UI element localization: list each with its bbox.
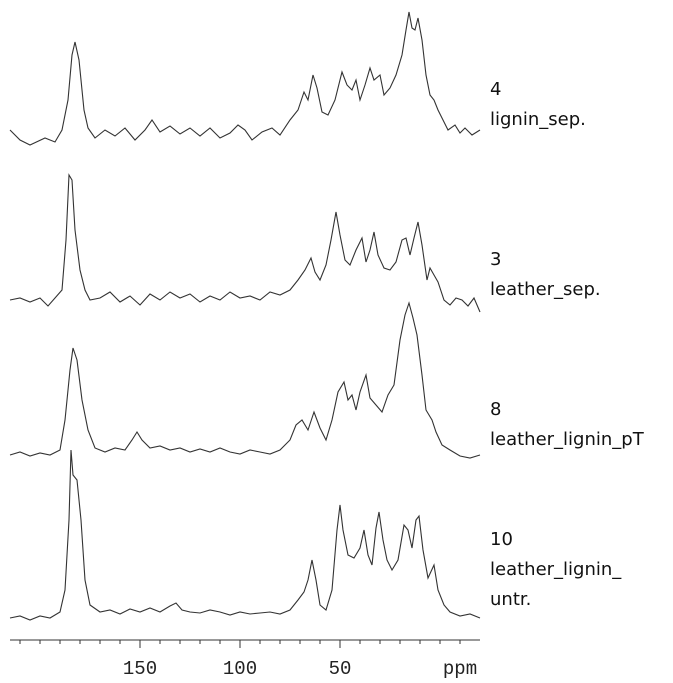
spectrum	[9, 449, 481, 621]
x-tick-label: 100	[223, 658, 257, 680]
spectrum	[9, 173, 481, 313]
sample-number: 3	[490, 249, 501, 270]
sample-number: 8	[490, 399, 501, 420]
sample-name: leather_lignin_pT	[490, 429, 645, 450]
x-tick-label: 150	[123, 658, 157, 680]
sample-name: untr.	[490, 589, 531, 610]
spectrum	[9, 301, 481, 459]
sample-name: lignin_sep.	[490, 109, 586, 130]
x-axis-label: ppm	[443, 658, 477, 680]
sample-number: 4	[490, 79, 501, 100]
sample-number: 10	[490, 529, 513, 550]
x-tick-label: 50	[329, 658, 352, 680]
sample-name: leather_sep.	[490, 279, 601, 300]
sample-name: leather_lignin_	[490, 559, 622, 580]
spectrum	[9, 11, 481, 146]
